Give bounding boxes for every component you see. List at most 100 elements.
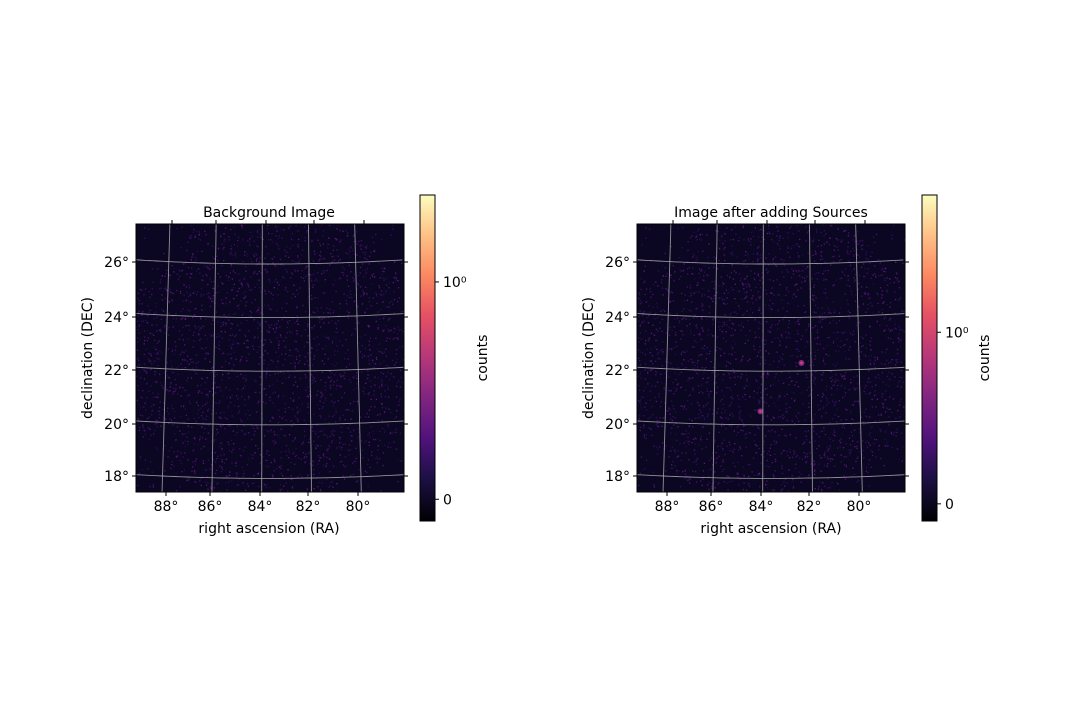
- data-point: [649, 311, 651, 313]
- data-point: [368, 409, 371, 411]
- data-point: [868, 485, 870, 487]
- data-point: [833, 284, 835, 286]
- data-point: [866, 446, 869, 448]
- data-point: [782, 237, 784, 239]
- data-point: [229, 401, 232, 404]
- data-point: [730, 425, 732, 427]
- data-point: [767, 483, 769, 486]
- data-point: [306, 325, 309, 327]
- data-point: [188, 329, 191, 331]
- data-point: [843, 274, 846, 276]
- data-point: [791, 420, 793, 422]
- axes-frame: [135, 223, 405, 493]
- data-point: [821, 374, 823, 376]
- data-point: [240, 418, 242, 421]
- data-point: [833, 465, 836, 467]
- data-point: [747, 255, 749, 257]
- data-point: [239, 279, 241, 281]
- data-point: [677, 455, 679, 457]
- data-point: [241, 285, 244, 287]
- data-point: [680, 459, 682, 462]
- data-point: [359, 245, 361, 247]
- data-point: [386, 306, 388, 308]
- data-point: [661, 264, 664, 266]
- data-point: [317, 436, 320, 438]
- data-point: [280, 228, 282, 231]
- data-point: [792, 270, 795, 272]
- data-point: [709, 350, 711, 352]
- data-point: [841, 332, 843, 334]
- data-point: [313, 488, 315, 490]
- data-point: [175, 439, 177, 441]
- data-point: [398, 297, 400, 299]
- data-point: [356, 231, 358, 233]
- data-point: [323, 272, 325, 274]
- data-point: [823, 406, 825, 408]
- data-point: [219, 386, 221, 388]
- data-point: [311, 280, 313, 282]
- data-point: [699, 409, 701, 411]
- data-point: [703, 405, 705, 407]
- data-point: [210, 281, 212, 283]
- data-point: [759, 279, 761, 281]
- data-point: [661, 279, 663, 281]
- data-point: [756, 445, 758, 447]
- data-point: [274, 225, 277, 228]
- data-point: [639, 303, 642, 305]
- data-point: [747, 253, 749, 255]
- data-point: [297, 230, 299, 232]
- data-point: [738, 240, 740, 242]
- data-point: [247, 418, 249, 420]
- data-point: [237, 324, 239, 326]
- data-point: [721, 422, 723, 425]
- data-point: [366, 293, 368, 296]
- data-point: [827, 458, 829, 460]
- data-point: [763, 475, 765, 477]
- grid-line-dec: [136, 313, 404, 319]
- data-point: [711, 483, 714, 485]
- data-point: [640, 377, 642, 379]
- data-point: [329, 471, 331, 473]
- data-point: [798, 350, 800, 352]
- data-point: [823, 291, 825, 294]
- data-point: [829, 237, 831, 239]
- data-point: [253, 318, 255, 321]
- data-point: [785, 289, 788, 291]
- data-point: [224, 238, 226, 240]
- data-point: [674, 318, 676, 320]
- data-point: [682, 269, 685, 272]
- data-point: [331, 260, 334, 263]
- data-point: [139, 377, 141, 379]
- data-point: [833, 249, 835, 251]
- data-point: [771, 308, 773, 311]
- data-point: [696, 401, 699, 403]
- data-point: [182, 359, 184, 361]
- data-point: [868, 297, 870, 300]
- data-point: [256, 427, 258, 429]
- data-point: [778, 245, 781, 247]
- data-point: [288, 227, 290, 229]
- data-point: [240, 420, 242, 422]
- data-point: [862, 303, 865, 305]
- data-point: [863, 424, 865, 426]
- data-point: [202, 279, 204, 282]
- data-point: [827, 337, 829, 339]
- data-point: [686, 350, 688, 352]
- data-point: [887, 337, 889, 339]
- data-point: [244, 277, 246, 279]
- data-point: [152, 486, 155, 488]
- heatmap-area: [135, 223, 405, 493]
- data-point: [757, 399, 759, 401]
- data-point: [271, 258, 273, 260]
- data-point: [351, 440, 353, 442]
- data-point: [899, 404, 901, 406]
- data-point: [853, 333, 855, 335]
- data-point: [240, 282, 242, 284]
- data-point: [175, 345, 177, 348]
- data-point: [816, 272, 818, 274]
- data-point: [767, 373, 770, 376]
- data-point: [388, 306, 390, 308]
- x-tick-label: 84°: [749, 499, 774, 515]
- data-point: [676, 470, 679, 472]
- data-point: [758, 402, 760, 404]
